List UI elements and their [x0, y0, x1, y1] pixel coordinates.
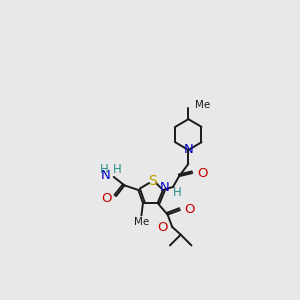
- Text: N: N: [101, 169, 111, 182]
- Text: H: H: [100, 163, 109, 176]
- Text: O: O: [157, 221, 168, 234]
- Text: N: N: [184, 143, 193, 157]
- Text: S: S: [148, 174, 157, 188]
- Text: O: O: [197, 167, 207, 180]
- Text: N: N: [160, 181, 170, 194]
- Text: Me: Me: [134, 217, 149, 226]
- Text: H: H: [173, 186, 182, 199]
- Text: Me: Me: [195, 100, 210, 110]
- Text: H: H: [113, 163, 122, 176]
- Text: O: O: [101, 192, 111, 205]
- Text: O: O: [184, 203, 195, 216]
